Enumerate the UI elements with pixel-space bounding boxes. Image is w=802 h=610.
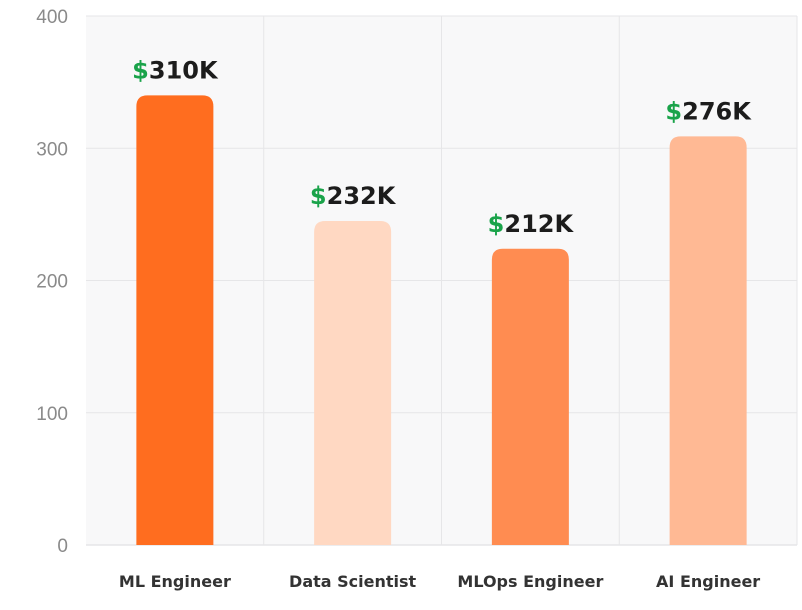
x-category-label: AI Engineer: [656, 572, 760, 591]
y-tick-label: 100: [36, 404, 68, 425]
y-tick-label: 400: [36, 7, 68, 28]
value-text: 276K: [682, 97, 752, 125]
y-tick-label: 0: [57, 536, 68, 557]
currency-symbol: $: [310, 182, 327, 210]
y-axis-ticks: 0 100 200 300 400: [36, 7, 68, 557]
currency-symbol: $: [488, 210, 505, 238]
bar: [491, 248, 569, 545]
currency-symbol: $: [665, 97, 682, 125]
x-category-label: ML Engineer: [119, 572, 231, 591]
bar-value-label: $212K: [488, 210, 575, 238]
x-axis-labels: ML Engineer Data Scientist MLOps Engineer A…: [119, 572, 760, 591]
value-text: 310K: [149, 56, 219, 84]
currency-symbol: $: [132, 56, 149, 84]
bar-value-label: $310K: [132, 56, 219, 84]
data-labels: $310K$232K$212K$276K: [132, 56, 752, 237]
bar-value-label: $232K: [310, 182, 397, 210]
bars: [136, 95, 747, 546]
y-tick-label: 200: [36, 272, 68, 293]
value-text: 232K: [327, 182, 397, 210]
bar: [136, 95, 214, 545]
bar: [669, 136, 747, 545]
x-category-label: MLOps Engineer: [457, 572, 603, 591]
x-category-label: Data Scientist: [289, 572, 416, 591]
bar-value-label: $276K: [665, 97, 752, 125]
bar: [314, 220, 392, 546]
y-tick-label: 300: [36, 139, 68, 160]
value-text: 212K: [504, 210, 574, 238]
